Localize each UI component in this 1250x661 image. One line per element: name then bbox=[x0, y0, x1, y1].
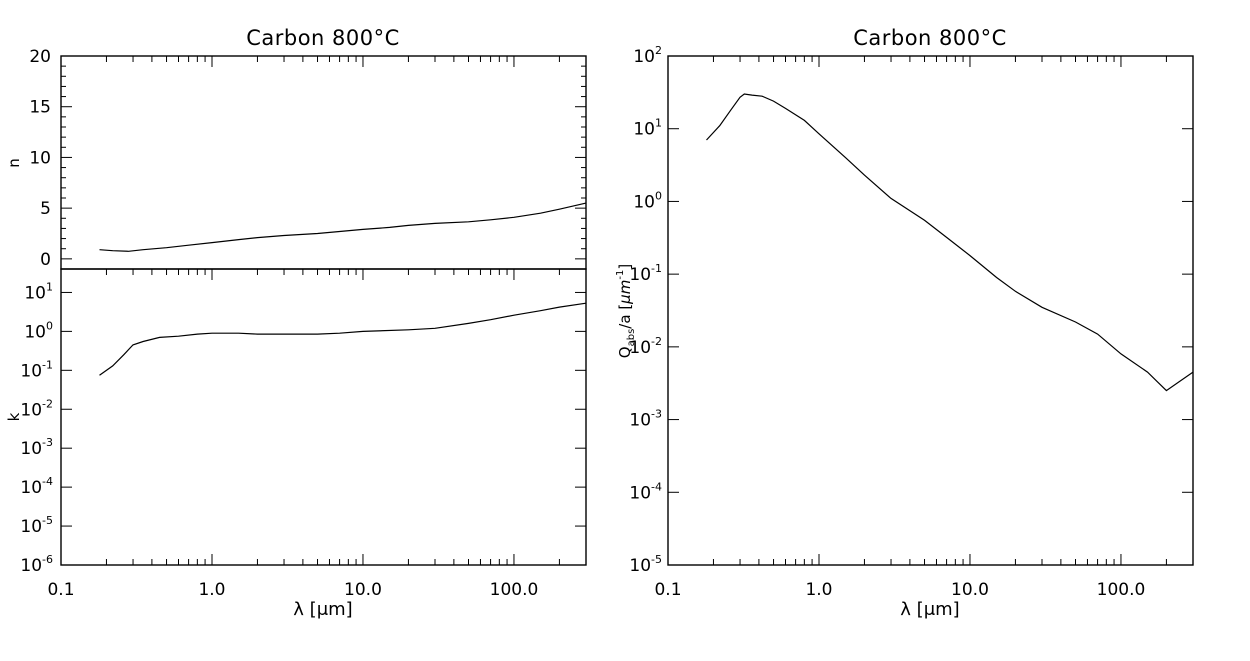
y-tick-label: 10-2 bbox=[20, 397, 53, 420]
left-x-tick-labels: 0.1 1.0 10.0 100.0 bbox=[47, 580, 538, 600]
y-tick-label: 10-4 bbox=[20, 475, 53, 498]
qabs-label-mu: μm bbox=[616, 280, 634, 305]
y-tick-label: 100 bbox=[24, 319, 53, 342]
qabs-axis-label: Qabs/a [μm-1] bbox=[615, 264, 637, 358]
y-tick-label: 10-3 bbox=[20, 436, 53, 459]
y-tick-label: 100 bbox=[633, 189, 662, 212]
k-panel-y-tick-labels: 101 100 10-1 10-2 10-3 10-4 10-5 10-6 bbox=[20, 280, 53, 576]
qabs-panel-frame bbox=[667, 55, 1194, 566]
k-panel-ticks bbox=[60, 269, 587, 566]
x-tick-label: 1.0 bbox=[198, 580, 225, 600]
right-chart-title: Carbon 800°C bbox=[853, 26, 1007, 50]
x-tick-label: 0.1 bbox=[47, 580, 74, 600]
n-panel-ticks bbox=[60, 55, 587, 260]
y-tick-label: 20 bbox=[29, 47, 51, 67]
y-tick-label: 0 bbox=[40, 250, 51, 270]
qabs-panel-y-tick-labels: 102 101 100 10-1 10-2 10-3 10-4 10-5 bbox=[629, 44, 662, 576]
qabs-label-q: Q bbox=[616, 346, 634, 358]
left-x-axis-label: λ [μm] bbox=[293, 599, 352, 620]
qabs-panel-ticks bbox=[667, 55, 1194, 566]
y-tick-label: 10-1 bbox=[20, 358, 53, 381]
left-chart-title: Carbon 800°C bbox=[246, 26, 400, 50]
y-tick-label: 10-4 bbox=[629, 480, 662, 503]
k-axis-label: k bbox=[5, 412, 23, 421]
y-tick-label: 15 bbox=[29, 98, 51, 118]
qabs-label-sub: abs bbox=[626, 329, 637, 347]
y-tick-label: 10-6 bbox=[20, 553, 53, 576]
y-tick-label: 10-2 bbox=[629, 335, 662, 358]
n-panel-frame bbox=[60, 55, 587, 270]
right-x-tick-labels: 0.1 1.0 10.0 100.0 bbox=[654, 580, 1145, 600]
x-tick-label: 10.0 bbox=[344, 580, 382, 600]
x-tick-label: 100.0 bbox=[490, 580, 539, 600]
x-tick-label: 10.0 bbox=[951, 580, 989, 600]
x-tick-label: 0.1 bbox=[654, 580, 681, 600]
x-tick-label: 100.0 bbox=[1097, 580, 1146, 600]
n-series-line bbox=[99, 202, 587, 252]
y-tick-label: 10 bbox=[29, 148, 51, 168]
y-tick-label: 5 bbox=[40, 199, 51, 219]
y-tick-label: 10-5 bbox=[20, 514, 53, 537]
k-series-line bbox=[99, 302, 587, 376]
n-axis-label: n bbox=[5, 158, 23, 168]
qabs-label-sup: -1 bbox=[615, 270, 626, 280]
y-tick-label: 101 bbox=[24, 280, 53, 303]
y-tick-label: 10-5 bbox=[629, 553, 662, 576]
y-tick-label: 10-3 bbox=[629, 408, 662, 431]
right-x-axis-label: λ [μm] bbox=[900, 599, 959, 620]
n-panel-y-tick-labels: 0 5 10 15 20 bbox=[29, 47, 51, 270]
qabs-series-line bbox=[706, 93, 1194, 392]
k-panel-frame bbox=[60, 268, 587, 566]
y-tick-label: 101 bbox=[633, 117, 662, 140]
qabs-label-mid: /a [ bbox=[616, 304, 634, 329]
x-tick-label: 1.0 bbox=[805, 580, 832, 600]
y-tick-label: 10-1 bbox=[629, 262, 662, 285]
y-tick-label: 102 bbox=[633, 44, 662, 67]
qabs-label-end: ] bbox=[616, 264, 634, 270]
